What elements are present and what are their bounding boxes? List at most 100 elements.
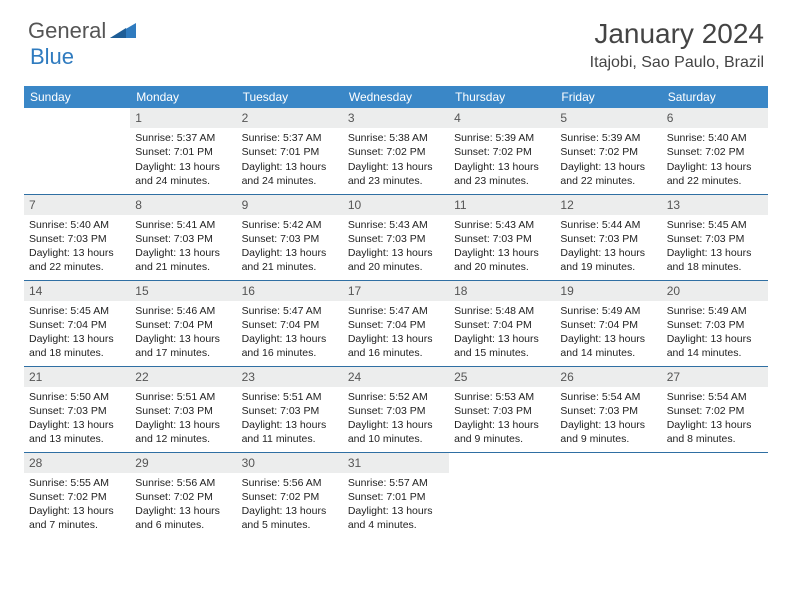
calendar-day-cell: 11Sunrise: 5:43 AMSunset: 7:03 PMDayligh…	[449, 194, 555, 280]
daylight-text: Daylight: 13 hours	[348, 246, 444, 260]
day-number: 16	[237, 281, 343, 301]
day-number: 21	[24, 367, 130, 387]
day-details: Sunrise: 5:43 AMSunset: 7:03 PMDaylight:…	[449, 215, 555, 279]
weekday-header: Tuesday	[237, 86, 343, 108]
day-number: 25	[449, 367, 555, 387]
day-number: 14	[24, 281, 130, 301]
daylight-text: and 21 minutes.	[242, 260, 338, 274]
daylight-text: and 14 minutes.	[560, 346, 656, 360]
day-details: Sunrise: 5:38 AMSunset: 7:02 PMDaylight:…	[343, 128, 449, 192]
daylight-text: Daylight: 13 hours	[454, 418, 550, 432]
calendar-day-cell: 20Sunrise: 5:49 AMSunset: 7:03 PMDayligh…	[662, 280, 768, 366]
brand-part2-wrap: Blue	[30, 44, 74, 70]
day-details: Sunrise: 5:37 AMSunset: 7:01 PMDaylight:…	[237, 128, 343, 192]
day-number: 26	[555, 367, 661, 387]
daylight-text: Daylight: 13 hours	[454, 160, 550, 174]
daylight-text: and 6 minutes.	[135, 518, 231, 532]
calendar-day-cell: 2Sunrise: 5:37 AMSunset: 7:01 PMDaylight…	[237, 108, 343, 194]
calendar-day-cell: 15 Sunrise: 5:46 AMSunset: 7:04 PMDayligh…	[130, 280, 236, 366]
daylight-text: Daylight: 13 hours	[667, 246, 763, 260]
day-number: 27	[662, 367, 768, 387]
brand-triangle-icon	[110, 20, 136, 43]
day-details: Sunrise: 5:56 AMSunset: 7:02 PMDaylight:…	[237, 473, 343, 537]
day-number: 6	[662, 108, 768, 128]
weekday-header: Wednesday	[343, 86, 449, 108]
calendar-empty-cell	[662, 452, 768, 538]
daylight-text: Daylight: 13 hours	[135, 332, 231, 346]
day-details: Sunrise: 5:51 AMSunset: 7:03 PMDaylight:…	[237, 387, 343, 451]
daylight-text: and 10 minutes.	[348, 432, 444, 446]
day-number: 9	[237, 195, 343, 215]
daylight-text: Daylight: 13 hours	[242, 332, 338, 346]
sunset-text: Sunset: 7:03 PM	[454, 232, 550, 246]
sunrise-text: Sunrise: 5:47 AM	[242, 304, 338, 318]
day-number: 31	[343, 453, 449, 473]
daylight-text: Daylight: 13 hours	[667, 418, 763, 432]
calendar-day-cell: 7Sunrise: 5:40 AMSunset: 7:03 PMDaylight…	[24, 194, 130, 280]
calendar-day-cell: 28Sunrise: 5:55 AMSunset: 7:02 PMDayligh…	[24, 452, 130, 538]
calendar-day-cell: 9Sunrise: 5:42 AMSunset: 7:03 PMDaylight…	[237, 194, 343, 280]
sunset-text: Sunset: 7:01 PM	[348, 490, 444, 504]
calendar-empty-cell	[24, 108, 130, 194]
daylight-text: and 15 minutes.	[454, 346, 550, 360]
day-number: 20	[662, 281, 768, 301]
sunrise-text: Sunrise: 5:53 AM	[454, 390, 550, 404]
daylight-text: Daylight: 13 hours	[348, 160, 444, 174]
daylight-text: Daylight: 13 hours	[667, 160, 763, 174]
calendar-empty-cell	[555, 452, 661, 538]
day-details: Sunrise: 5:42 AMSunset: 7:03 PMDaylight:…	[237, 215, 343, 279]
calendar-day-cell: 29Sunrise: 5:56 AMSunset: 7:02 PMDayligh…	[130, 452, 236, 538]
sunset-text: Sunset: 7:02 PM	[242, 490, 338, 504]
sunset-text: Sunset: 7:04 PM	[29, 318, 125, 332]
day-number: 18	[449, 281, 555, 301]
calendar-day-cell: 13Sunrise: 5:45 AMSunset: 7:03 PMDayligh…	[662, 194, 768, 280]
day-details: Sunrise: 5:57 AMSunset: 7:01 PMDaylight:…	[343, 473, 449, 537]
sunrise-text: Sunrise: 5:54 AM	[667, 390, 763, 404]
sunset-text: Sunset: 7:03 PM	[135, 404, 231, 418]
daylight-text: and 11 minutes.	[242, 432, 338, 446]
day-details: Sunrise: 5:48 AMSunset: 7:04 PMDaylight:…	[449, 301, 555, 365]
day-details: Sunrise: 5:53 AMSunset: 7:03 PMDaylight:…	[449, 387, 555, 451]
calendar-day-cell: 12Sunrise: 5:44 AMSunset: 7:03 PMDayligh…	[555, 194, 661, 280]
daylight-text: Daylight: 13 hours	[135, 160, 231, 174]
sunrise-text: Sunrise: 5:48 AM	[454, 304, 550, 318]
day-number: 17	[343, 281, 449, 301]
sunrise-text: Sunrise: 5:45 AM	[667, 218, 763, 232]
sunrise-text: Sunrise: 5:50 AM	[29, 390, 125, 404]
daylight-text: and 18 minutes.	[667, 260, 763, 274]
sunrise-text: Sunrise: 5:56 AM	[242, 476, 338, 490]
sunrise-text: Sunrise: 5:37 AM	[135, 131, 231, 145]
calendar-header-row: SundayMondayTuesdayWednesdayThursdayFrid…	[24, 86, 768, 108]
calendar-empty-cell	[449, 452, 555, 538]
daylight-text: Daylight: 13 hours	[560, 160, 656, 174]
sunrise-text: Sunrise: 5:49 AM	[560, 304, 656, 318]
day-details: Sunrise: 5:54 AMSunset: 7:02 PMDaylight:…	[662, 387, 768, 451]
calendar-day-cell: 27Sunrise: 5:54 AMSunset: 7:02 PMDayligh…	[662, 366, 768, 452]
daylight-text: and 7 minutes.	[29, 518, 125, 532]
weekday-header: Monday	[130, 86, 236, 108]
day-number: 3	[343, 108, 449, 128]
sunrise-text: Sunrise: 5:46 AM	[135, 304, 231, 318]
sunset-text: Sunset: 7:04 PM	[135, 318, 231, 332]
day-number: 22	[130, 367, 236, 387]
daylight-text: and 23 minutes.	[454, 174, 550, 188]
daylight-text: and 22 minutes.	[29, 260, 125, 274]
day-details: Sunrise: 5:50 AMSunset: 7:03 PMDaylight:…	[24, 387, 130, 451]
calendar-day-cell: 10Sunrise: 5:43 AMSunset: 7:03 PMDayligh…	[343, 194, 449, 280]
calendar-week-row: 21Sunrise: 5:50 AMSunset: 7:03 PMDayligh…	[24, 366, 768, 452]
sunrise-text: Sunrise: 5:55 AM	[29, 476, 125, 490]
calendar-day-cell: 3Sunrise: 5:38 AMSunset: 7:02 PMDaylight…	[343, 108, 449, 194]
daylight-text: Daylight: 13 hours	[348, 504, 444, 518]
calendar-day-cell: 22Sunrise: 5:51 AMSunset: 7:03 PMDayligh…	[130, 366, 236, 452]
daylight-text: and 9 minutes.	[454, 432, 550, 446]
day-details: Sunrise: 5:43 AMSunset: 7:03 PMDaylight:…	[343, 215, 449, 279]
sunrise-text: Sunrise: 5:45 AM	[29, 304, 125, 318]
sunset-text: Sunset: 7:03 PM	[348, 404, 444, 418]
sunrise-text: Sunrise: 5:52 AM	[348, 390, 444, 404]
calendar-table: SundayMondayTuesdayWednesdayThursdayFrid…	[24, 86, 768, 538]
sunset-text: Sunset: 7:03 PM	[29, 232, 125, 246]
day-number: 15	[130, 281, 236, 301]
day-details: Sunrise: 5:40 AMSunset: 7:03 PMDaylight:…	[24, 215, 130, 279]
daylight-text: and 24 minutes.	[242, 174, 338, 188]
daylight-text: Daylight: 13 hours	[29, 246, 125, 260]
